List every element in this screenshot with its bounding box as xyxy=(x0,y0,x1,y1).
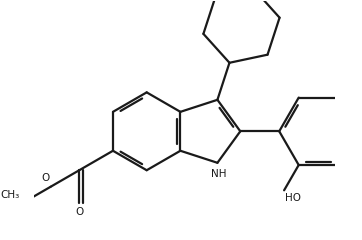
Text: NH: NH xyxy=(211,169,226,179)
Text: O: O xyxy=(41,173,49,183)
Text: O: O xyxy=(75,207,83,217)
Text: CH₃: CH₃ xyxy=(0,190,20,199)
Text: HO: HO xyxy=(285,193,301,203)
